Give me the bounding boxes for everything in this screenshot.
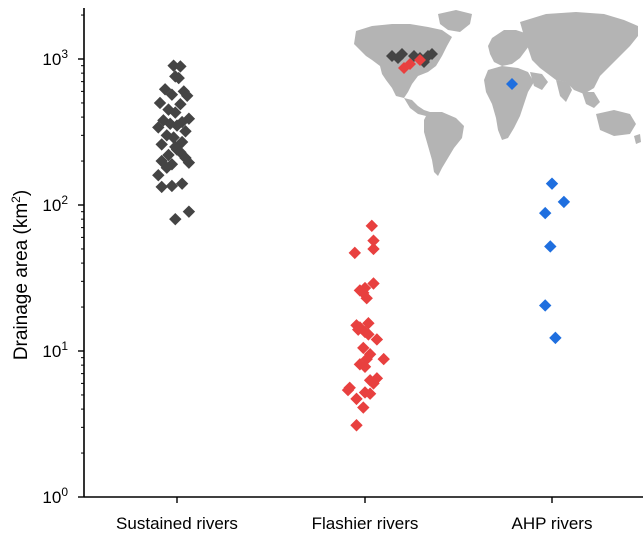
india-land [556,80,572,102]
data-point [544,240,557,253]
central-america-land [404,98,430,116]
data-point [170,119,184,132]
data-point [182,156,196,169]
data-point [367,234,380,247]
y-ticks: 100 101 102 103 [42,14,84,507]
inset-marker [414,54,426,66]
data-point [350,392,363,406]
x-tick-label: Sustained rivers [116,514,238,533]
inset-marker [506,78,518,90]
inset-markers [386,48,518,90]
arabia-land [530,72,548,90]
data-point [155,138,168,151]
y-tick-label: 102 [42,193,68,215]
data-point [557,195,571,209]
data-point [162,148,175,162]
greenland-land [438,10,472,32]
data-point [167,131,180,144]
data-point [539,299,552,312]
data-point [367,242,380,256]
data-point [360,291,373,305]
africa-land [484,66,534,140]
data-point [153,96,167,110]
new-zealand-land [634,134,641,144]
data-point [545,177,559,190]
data-point [350,419,363,432]
data-point [152,121,165,134]
y-tick-label: 101 [42,339,68,361]
data-point [172,71,185,85]
y-axis-label: Drainage area (km2) [9,190,32,360]
inset-marker [404,58,416,70]
south-america-land [424,112,464,176]
data-point [365,219,378,233]
data-point [155,180,168,194]
data-point [152,168,165,182]
data-point [363,387,377,400]
data-point [357,341,370,355]
data-point [341,383,355,397]
inset-marker [426,48,438,60]
europe-land [488,30,532,66]
data-point [358,360,372,373]
australia-land [596,110,636,136]
data-point [169,212,182,226]
data-point [179,125,192,138]
asia-land [520,12,638,94]
data-point [181,89,194,102]
data-point [165,88,179,101]
data-point [377,352,390,366]
data-point [362,328,375,341]
data-points [152,59,571,432]
y-tick-label: 103 [42,47,68,69]
north-america-land [354,24,452,98]
data-point [175,177,189,190]
data-point [160,161,173,174]
data-point [370,333,384,346]
world-map-inset [354,10,641,176]
data-point [357,401,370,414]
data-point [348,246,361,260]
data-point [169,106,182,119]
data-point [539,206,552,220]
data-point [549,331,562,345]
data-point [182,205,196,218]
data-point [174,60,187,73]
data-point [367,377,380,390]
x-tick-label: Flashier rivers [312,514,419,533]
southeast-asia-land [582,92,600,108]
data-point [367,277,380,290]
data-point [174,98,187,111]
x-ticks: Sustained rivers Flashier rivers AHP river… [116,497,592,533]
data-point [165,179,179,193]
data-point [162,103,175,116]
inset-marker [396,48,408,60]
y-tick-label: 100 [42,485,68,507]
x-tick-label: AHP rivers [512,514,593,533]
